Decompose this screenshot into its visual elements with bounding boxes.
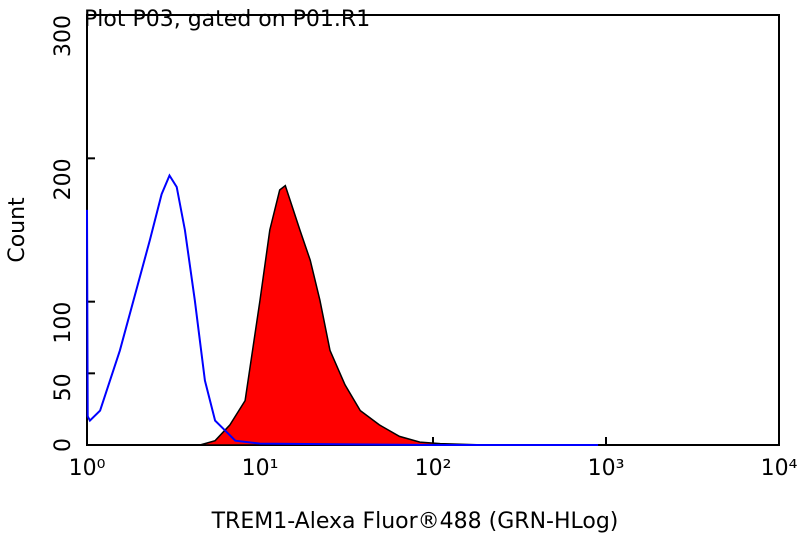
x-tick-label: 10⁰ [69,456,106,481]
x-tick-label: 10¹ [242,456,279,481]
x-tick-label: 10⁴ [761,456,798,481]
y-axis-label: Count [5,197,30,263]
y-tick-label: 300 [51,15,76,57]
plot-frame [86,14,780,446]
y-tick-label: 100 [51,302,76,344]
x-tick-label: 10³ [588,456,625,481]
x-tick-label: 10² [415,456,452,481]
chart-title: Plot P03, gated on P01.R1 [84,7,370,32]
histogram-trace [86,173,599,446]
x-axis-label: TREM1-Alexa Fluor®488 (GRN-HLog) [211,509,619,534]
y-tick-label: 50 [51,373,76,401]
histogram-trace [199,184,486,446]
y-tick-label: 200 [51,158,76,200]
y-tick-label: 0 [51,438,76,452]
